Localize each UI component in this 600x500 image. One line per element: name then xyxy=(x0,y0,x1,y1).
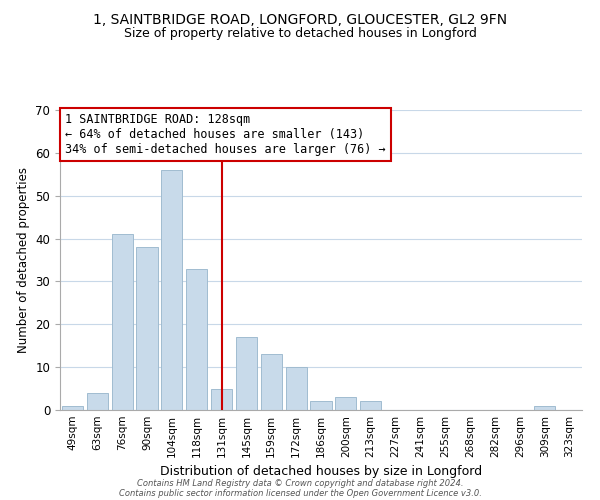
X-axis label: Distribution of detached houses by size in Longford: Distribution of detached houses by size … xyxy=(160,466,482,478)
Text: Contains HM Land Registry data © Crown copyright and database right 2024.: Contains HM Land Registry data © Crown c… xyxy=(137,478,463,488)
Bar xyxy=(186,268,207,410)
Bar xyxy=(211,388,232,410)
Bar xyxy=(112,234,133,410)
Text: 1 SAINTBRIDGE ROAD: 128sqm
← 64% of detached houses are smaller (143)
34% of sem: 1 SAINTBRIDGE ROAD: 128sqm ← 64% of deta… xyxy=(65,113,386,156)
Bar xyxy=(286,367,307,410)
Bar xyxy=(136,247,158,410)
Bar xyxy=(360,402,381,410)
Bar xyxy=(261,354,282,410)
Bar xyxy=(310,402,332,410)
Bar xyxy=(335,397,356,410)
Text: Size of property relative to detached houses in Longford: Size of property relative to detached ho… xyxy=(124,28,476,40)
Y-axis label: Number of detached properties: Number of detached properties xyxy=(17,167,30,353)
Text: Contains public sector information licensed under the Open Government Licence v3: Contains public sector information licen… xyxy=(119,488,481,498)
Bar xyxy=(87,393,108,410)
Bar xyxy=(236,337,257,410)
Bar xyxy=(534,406,555,410)
Bar xyxy=(62,406,83,410)
Bar xyxy=(161,170,182,410)
Text: 1, SAINTBRIDGE ROAD, LONGFORD, GLOUCESTER, GL2 9FN: 1, SAINTBRIDGE ROAD, LONGFORD, GLOUCESTE… xyxy=(93,12,507,26)
